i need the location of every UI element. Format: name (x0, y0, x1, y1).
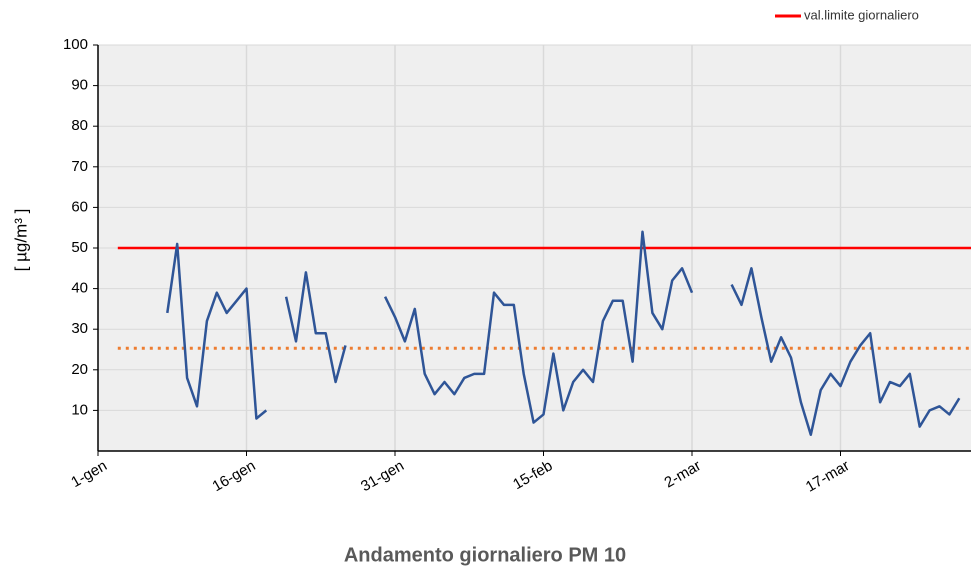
y-tick-label: 80 (71, 117, 88, 134)
chart-title: Andamento giornaliero PM 10 (344, 544, 626, 566)
legend-label: val.limite giornaliero (804, 7, 919, 22)
data-line (166, 230, 961, 437)
y-tick-label: 70 (71, 158, 88, 175)
y-tick-label: 50 (71, 239, 88, 256)
x-tick-label: 1-gen (68, 457, 110, 491)
y-axis-label: [ µg/m³ ] (11, 209, 30, 272)
x-tick-label: 15-feb (510, 457, 555, 493)
x-tick-label: 31-gen (358, 457, 407, 495)
y-tick-label: 90 (71, 77, 88, 94)
y-tick-label: 60 (71, 198, 88, 215)
y-tick-label: 20 (71, 361, 88, 378)
x-tick-label: 17-mar (803, 457, 853, 495)
y-tick-label: 40 (71, 280, 88, 297)
x-tick-label: 2-mar (662, 457, 704, 491)
y-tick-label: 10 (71, 401, 88, 418)
y-tick-label: 30 (71, 320, 88, 337)
x-tick-label: 16-gen (210, 457, 259, 495)
y-tick-label: 100 (63, 36, 88, 53)
